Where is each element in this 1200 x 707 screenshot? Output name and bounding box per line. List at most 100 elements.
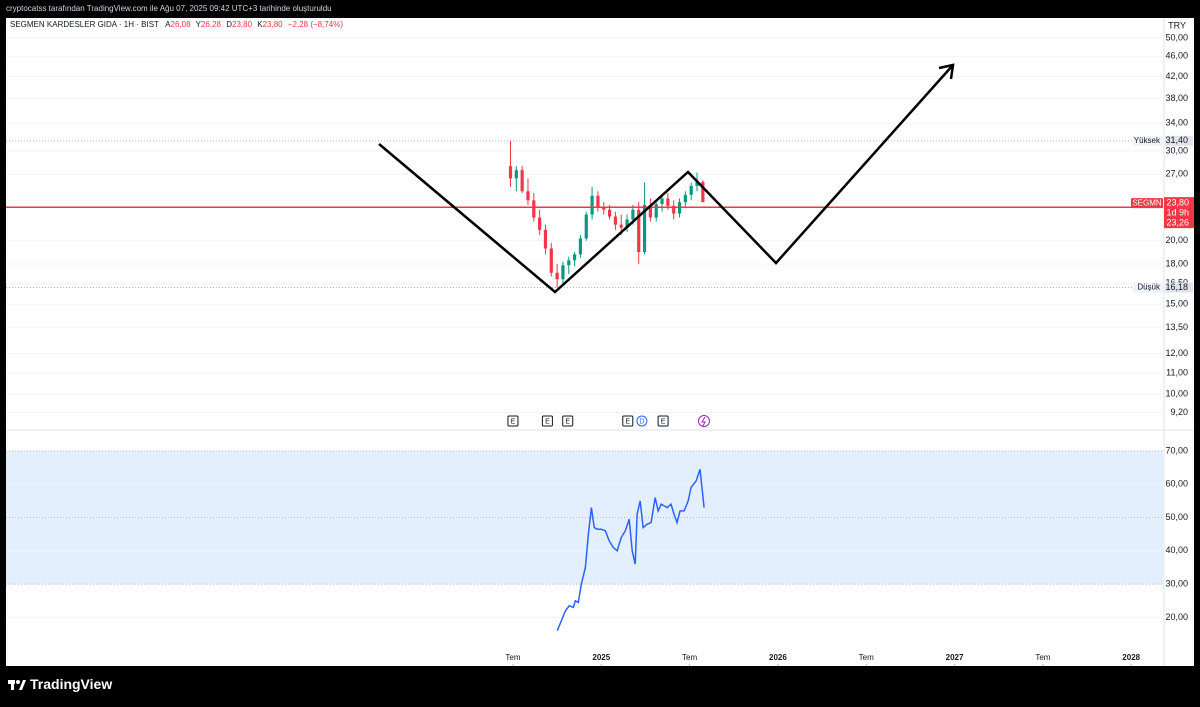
candle-body [573, 254, 577, 261]
x-tick-label: 2025 [592, 653, 610, 662]
candle-body [567, 260, 571, 266]
brand: TradingView [30, 676, 113, 692]
drawn-path [378, 64, 954, 294]
extreme-name: Düşük [1137, 283, 1161, 292]
x-tick-label: 2027 [946, 653, 964, 662]
x-tick-label: Tem [1035, 653, 1050, 662]
extreme-name: Yüksek [1134, 136, 1161, 145]
extreme-name-box [1133, 282, 1163, 293]
candle-body [607, 209, 612, 217]
event-marker [636, 415, 648, 427]
ohlc-key: K [257, 20, 263, 29]
y-tick-label: 11,00 [1166, 367, 1188, 377]
ohlc-value: 23,80 [232, 20, 253, 29]
extreme-value: 16,18 [1165, 282, 1188, 292]
candle-body [648, 204, 652, 218]
event-label: E [661, 418, 666, 425]
candle-body [538, 217, 542, 230]
line-price: 23,26 [1166, 218, 1189, 228]
line-series [556, 469, 705, 631]
drawing [378, 63, 955, 294]
candle-body [637, 209, 641, 252]
y-tick-label: 30,00 [1165, 578, 1188, 588]
ohlc-key: A [165, 20, 171, 29]
candle-body [654, 204, 658, 218]
caption: cryptocatss tarafından TradingView.com i… [6, 4, 332, 13]
y-tick-label: 40,00 [1165, 545, 1188, 555]
x-tick-label: Tem [682, 653, 697, 662]
y-tick-label: 20,00 [1165, 235, 1188, 245]
event-label: E [545, 418, 550, 425]
candle-body [689, 186, 693, 195]
y-tick-label: 18,00 [1165, 258, 1188, 268]
y-tick-label: 50,00 [1165, 512, 1188, 522]
candle-body [642, 204, 647, 252]
plot-layer: 50,00 46,00 42,00 38,00 34,00 30,00 27,00 20,00… [6, 20, 1194, 666]
candle-body [543, 229, 548, 249]
ohlc-value: 26,08 [170, 20, 191, 29]
logo-part [11, 680, 14, 690]
extreme-value-box [1165, 135, 1193, 146]
y-tick-label: 20,00 [1165, 612, 1188, 622]
symbol: SEGMEN KARDESLER GIDA · 1H · BIST [10, 20, 159, 29]
candle-body [660, 198, 664, 205]
x-tick-label: Tem [505, 653, 520, 662]
candle-body [701, 181, 705, 203]
y-tick-label: 50,00 [1165, 32, 1188, 42]
candle-body [619, 224, 623, 228]
candle-body [520, 170, 524, 192]
event-marker [657, 415, 669, 427]
candle-body [526, 191, 530, 201]
brand-logo [8, 680, 26, 690]
event-marker [541, 415, 553, 427]
ohlc-key: Y [195, 20, 201, 29]
legend: SEGMEN KARDESLER GIDA · 1H · BIST A26,08… [10, 20, 346, 29]
currency-label: TRY [1168, 20, 1186, 30]
y-tick-label: 15,00 [1165, 299, 1188, 309]
candle-body [514, 170, 518, 179]
candle-body [672, 205, 676, 214]
candle-body [683, 194, 687, 203]
y-tick-label: 60,00 [1165, 479, 1188, 489]
y-tick-label: 34,00 [1165, 118, 1188, 128]
y-tick-label: 46,00 [1165, 51, 1188, 61]
y-tick-label: 10,00 [1165, 388, 1188, 398]
arrow-head [938, 63, 955, 80]
event-icon [698, 415, 710, 427]
event-label: E [511, 418, 516, 425]
candle-body [549, 248, 553, 273]
event-marker [562, 415, 574, 427]
price-box [1164, 197, 1194, 229]
extreme-name-box [1133, 135, 1163, 146]
symbol-label: SEGMN [1132, 198, 1162, 207]
event-label: E [625, 418, 630, 425]
event-marker [507, 415, 519, 427]
candle-body [555, 272, 559, 280]
candle-body [578, 238, 583, 255]
y-tick-label: 42,00 [1165, 71, 1188, 81]
extreme-value: 31,40 [1165, 135, 1188, 145]
candle-body [596, 195, 600, 208]
y-tick-label: 38,00 [1165, 93, 1188, 103]
change: −2,28 (−8,74%) [287, 20, 344, 29]
x-tick-label: 2028 [1122, 653, 1140, 662]
ohlc-key: D [226, 20, 232, 29]
logo-part [19, 680, 26, 690]
event-label: D [639, 418, 644, 425]
candle-body [584, 214, 588, 239]
y-tick-label: 30,00 [1165, 145, 1188, 155]
candle-body [508, 166, 513, 179]
candle-body [613, 216, 618, 225]
lightning-icon [701, 416, 706, 427]
event-marker [622, 415, 634, 427]
event-label: E [565, 418, 570, 425]
candle-body [631, 209, 635, 220]
candle-body [532, 200, 536, 218]
last-price: 23,80 [1166, 198, 1189, 208]
symbol-box [1131, 198, 1163, 209]
ohlc-value: 23,80 [262, 20, 283, 29]
countdown: 1d 9h [1166, 208, 1189, 218]
x-tick-label: 2026 [769, 653, 787, 662]
